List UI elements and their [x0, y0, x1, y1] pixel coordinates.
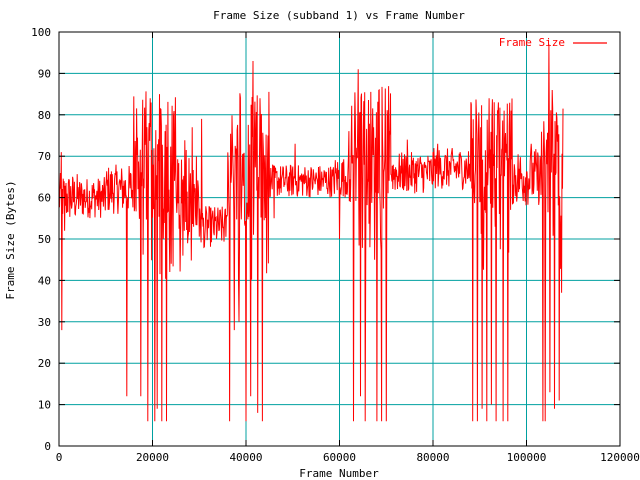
- x-tick-label: 60000: [323, 451, 356, 464]
- x-tick-label: 80000: [416, 451, 449, 464]
- legend-label-frame-size: Frame Size: [499, 36, 565, 49]
- y-tick-label: 100: [31, 26, 51, 39]
- x-tick-label: 100000: [507, 451, 547, 464]
- x-tick-label: 120000: [600, 451, 640, 464]
- x-tick-label: 0: [56, 451, 63, 464]
- y-tick-label: 30: [38, 316, 51, 329]
- series-frame-size: [58, 44, 564, 422]
- x-axis-label: Frame Number: [299, 467, 379, 480]
- x-tick-label: 40000: [229, 451, 262, 464]
- y-tick-label: 50: [38, 233, 51, 246]
- x-tick-label: 20000: [136, 451, 169, 464]
- y-tick-label: 10: [38, 399, 51, 412]
- legend: Frame Size: [499, 36, 607, 49]
- y-tick-label: 80: [38, 109, 51, 122]
- axis-ticks: 0 20000 40000 60000 80000 100000 120000 0 10 20 30…: [31, 26, 640, 464]
- chart-title: Frame Size (subband 1) vs Frame Number: [213, 9, 465, 22]
- y-tick-label: 20: [38, 357, 51, 370]
- y-tick-label: 0: [44, 440, 51, 453]
- y-tick-label: 70: [38, 150, 51, 163]
- y-axis-label: Frame Size (Bytes): [4, 180, 17, 299]
- y-tick-label: 60: [38, 192, 51, 205]
- y-tick-label: 90: [38, 67, 51, 80]
- series-line-frame-size: [58, 44, 564, 422]
- y-tick-label: 40: [38, 274, 51, 287]
